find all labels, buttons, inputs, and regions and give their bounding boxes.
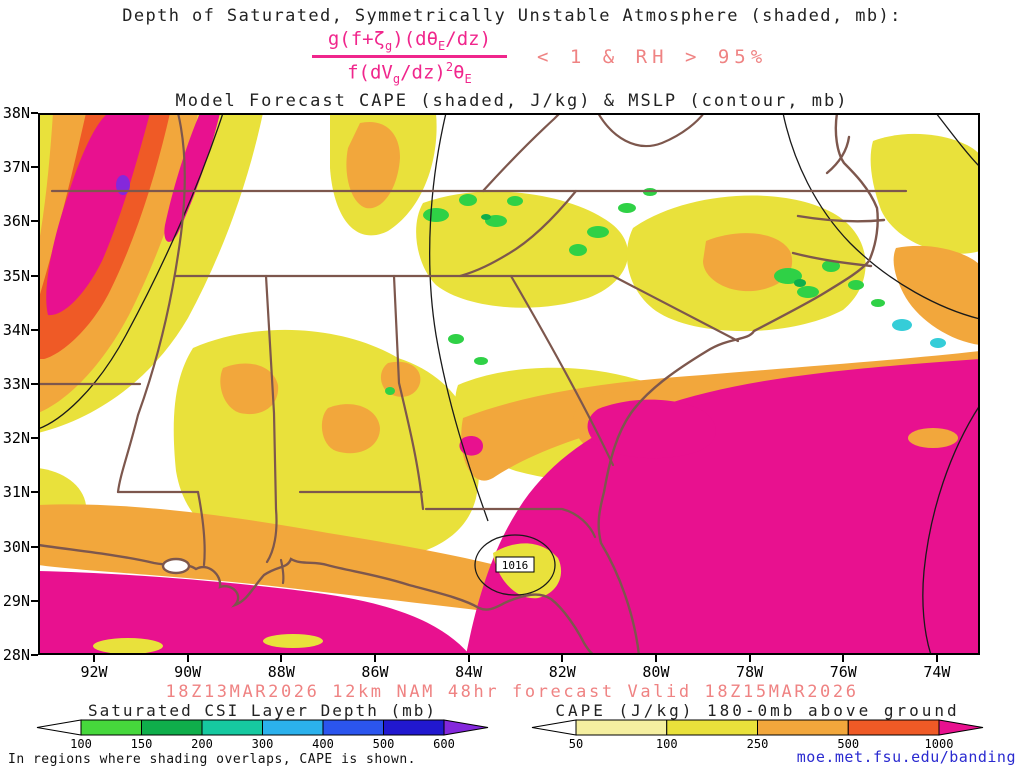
lon-label: 78W <box>730 655 770 681</box>
map-frame <box>38 113 980 655</box>
page-title: Depth of Saturated, Symmetrically Unstab… <box>122 6 902 26</box>
lat-axis: 38N 37N 36N 35N 34N 33N 32N 31N 30N 29N 28N <box>0 104 39 664</box>
lat-label: 37N <box>2 158 39 177</box>
lon-label: 82W <box>542 655 582 681</box>
csi-legend-title: Saturated CSI Layer Depth (mb) <box>88 701 437 720</box>
colorbar-tick-label: 50 <box>569 737 583 751</box>
formula-numerator: g(f+ζg)(dθE/dz) <box>327 28 492 53</box>
lon-label: 86W <box>355 655 395 681</box>
lat-label: 36N <box>2 212 39 231</box>
formula-denominator: f(dVg/dz)2θE <box>347 59 472 86</box>
csi-colorbar: 100 150 200 300 400 500 600 <box>35 719 490 751</box>
mslp-contours <box>37 112 981 656</box>
fraction-bar <box>311 54 508 58</box>
lat-label: 28N <box>2 645 39 664</box>
csi-green-dark-shading <box>481 214 806 287</box>
lon-label: 92W <box>74 655 114 681</box>
lon-label: 76W <box>823 655 863 681</box>
csi-cyan-shading <box>892 319 946 348</box>
lon-label: 88W <box>261 655 301 681</box>
forecast-map-svg: 1016 <box>36 111 981 657</box>
forecast-valid-line: 18Z13MAR2026 12km NAM 48hr forecast Vali… <box>165 682 859 702</box>
pressure-label: 1016 <box>495 556 535 573</box>
colorbar-tick-label: 200 <box>191 737 213 751</box>
colorbar-tick-label: 400 <box>312 737 334 751</box>
lat-label: 38N <box>2 104 39 122</box>
lon-label: 80W <box>636 655 676 681</box>
colorbar-tick-label: 300 <box>252 737 274 751</box>
colorbar-tick-label: 1000 <box>925 737 954 751</box>
pressure-label-text: 1016 <box>502 559 529 572</box>
coastline <box>36 111 886 657</box>
formula-fraction: g(f+ζg)(dθE/dz) f(dVg/dz)2θE <box>311 28 508 86</box>
lat-label: 35N <box>2 266 39 285</box>
lon-label: 74W <box>917 655 957 681</box>
lat-label: 29N <box>2 591 39 610</box>
colorbar-tick-label: 100 <box>70 737 92 751</box>
lat-label: 33N <box>2 374 39 393</box>
lon-label: 90W <box>168 655 208 681</box>
colorbar-tick-label: 250 <box>747 737 769 751</box>
cape-colorbar: 50 100 250 500 1000 <box>530 719 985 751</box>
lon-axis: 92W 90W 88W 86W 84W 82W 80W 78W 76W 74W <box>74 655 957 681</box>
lat-label: 34N <box>2 320 39 339</box>
lat-label: 32N <box>2 429 39 448</box>
lat-label: 31N <box>2 483 39 502</box>
colorbar-tick-label: 600 <box>433 737 455 751</box>
colorbar-tick-label: 500 <box>373 737 395 751</box>
site-link[interactable]: moe.met.fsu.edu/banding <box>796 748 1016 766</box>
overlap-note: In regions where shading overlaps, CAPE … <box>8 752 417 767</box>
lon-label: 84W <box>449 655 489 681</box>
formula-condition: < 1 & RH > 95% <box>537 45 768 68</box>
cape-legend-title: CAPE (J/kg) 180-0mb above ground <box>555 701 960 720</box>
lat-label: 30N <box>2 537 39 556</box>
formula: g(f+ζg)(dθE/dz) f(dVg/dz)2θE < 1 & RH > … <box>0 28 1024 86</box>
map-region: 1016 <box>36 111 981 657</box>
colorbar-tick-label: 500 <box>837 737 859 751</box>
subtitle: Model Forecast CAPE (shaded, J/kg) & MSL… <box>175 91 849 111</box>
state-borders <box>36 111 908 585</box>
colorbar-tick-label: 100 <box>656 737 678 751</box>
cape-magenta-shading <box>38 113 980 655</box>
colorbar-tick-label: 150 <box>131 737 153 751</box>
csi-green-shading <box>385 188 885 395</box>
